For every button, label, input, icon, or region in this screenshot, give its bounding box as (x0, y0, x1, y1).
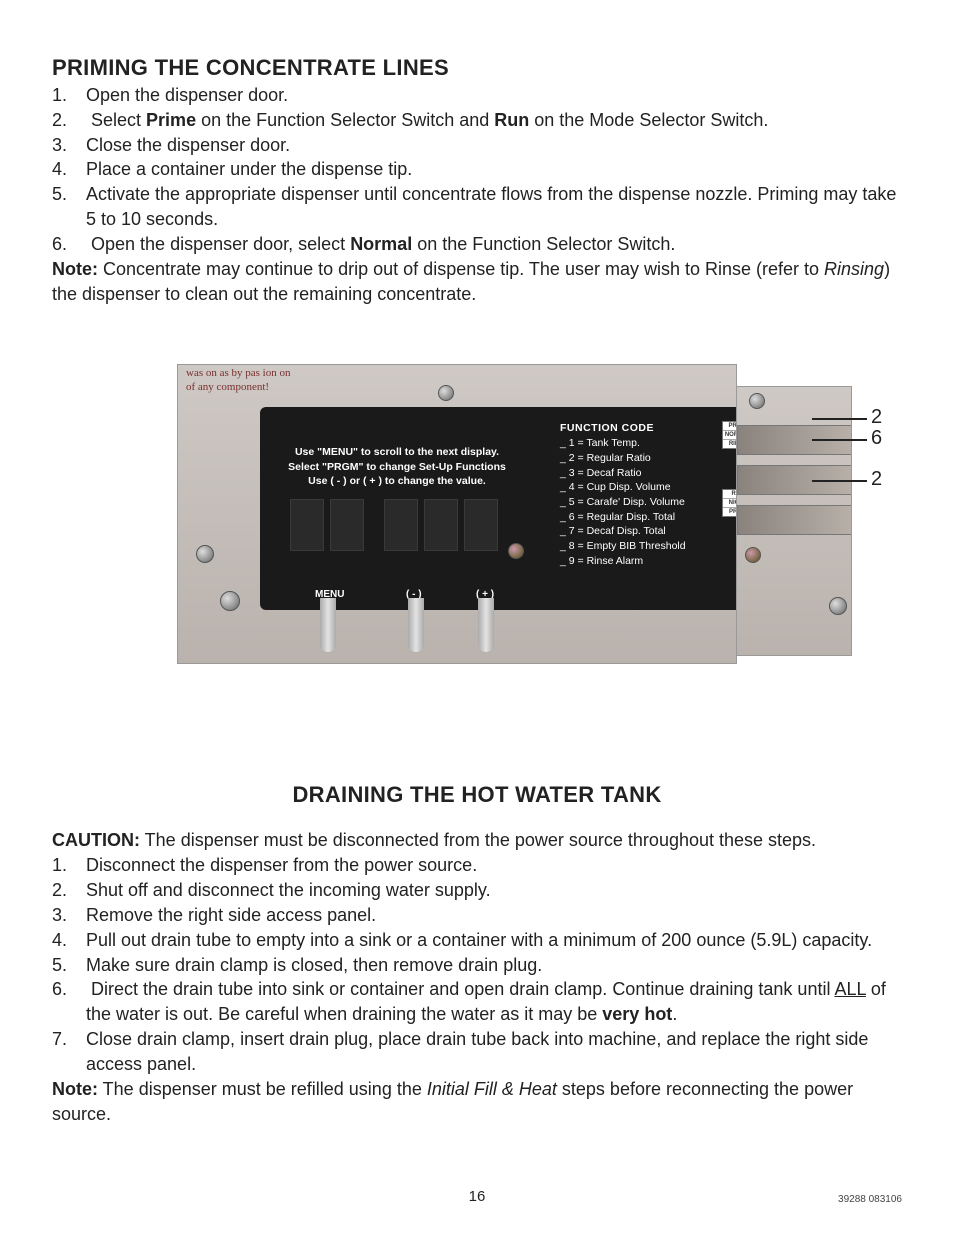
panel-segment (737, 505, 852, 535)
function-code-list: FUNCTION CODE _ 1 = Tank Temp. _ 2 = Reg… (560, 421, 686, 568)
button-stub (478, 598, 494, 652)
section1-note: Note: Concentrate may continue to drip o… (52, 257, 902, 307)
digit (290, 499, 324, 551)
text-bold: Prime (146, 110, 196, 130)
screw-icon (438, 385, 454, 401)
fcode-item: _ 6 = Regular Disp. Total (560, 510, 686, 525)
panel-instructions: Use "MENU" to scroll to the next display… (282, 445, 512, 488)
mode-selector-switch: RUN NIGHT PRGM (722, 489, 737, 517)
text: Direct the drain tube into sink or conta… (91, 979, 834, 999)
screw-icon (829, 597, 847, 615)
switch-pos: NORMAL (723, 431, 737, 440)
digit (424, 499, 458, 551)
text-bold: very hot (602, 1004, 672, 1024)
control-panel: Use "MENU" to scroll to the next display… (260, 407, 737, 610)
digit (464, 499, 498, 551)
switch-pos: NIGHT (723, 499, 737, 508)
partial-text: was on as by pas ion on (186, 367, 291, 379)
section2-title: DRAINING THE HOT WATER TANK (52, 782, 902, 808)
switch-pos: RINSE (723, 440, 737, 448)
fcode-item: _ 1 = Tank Temp. (560, 436, 686, 451)
s2-step-4: Pull out drain tube to empty into a sink… (52, 928, 902, 953)
s1-step-3: Close the dispenser door. (52, 133, 902, 158)
s1-step-5: Activate the appropriate dispenser until… (52, 182, 902, 232)
text-bold: Normal (350, 234, 412, 254)
fcode-item: _ 9 = Rinse Alarm (560, 554, 686, 569)
text-italic: Rinsing (824, 259, 884, 279)
caution-label: CAUTION: (52, 830, 140, 850)
doc-code: 39288 083106 (838, 1194, 902, 1205)
text: on the Mode Selector Switch. (529, 110, 768, 130)
s2-step-7: Close drain clamp, insert drain plug, pl… (52, 1027, 902, 1077)
callout-line (812, 480, 867, 482)
text: Concentrate may continue to drip out of … (98, 259, 824, 279)
fcode-item: _ 5 = Carafe' Disp. Volume (560, 495, 686, 510)
text: The dispenser must be disconnected from … (140, 830, 816, 850)
text: on the Function Selector Switch. (412, 234, 675, 254)
text: Open the dispenser door, select (91, 234, 350, 254)
s1-step-2: Select Prime on the Function Selector Sw… (52, 108, 902, 133)
section2-note: Note: The dispenser must be refilled usi… (52, 1077, 902, 1127)
seven-seg-display (290, 499, 498, 551)
screw-icon (220, 591, 240, 611)
callout-number: 6 (871, 427, 882, 450)
callout-line (812, 439, 867, 441)
digit (384, 499, 418, 551)
photo-left: was on as by pas ion on of any component… (177, 364, 737, 664)
note-label: Note: (52, 259, 98, 279)
s2-step-2: Shut off and disconnect the incoming wat… (52, 878, 902, 903)
text-italic: Initial Fill & Heat (427, 1079, 557, 1099)
switch-pos: PRGM (723, 508, 737, 516)
section1-title: PRIMING THE CONCENTRATE LINES (52, 55, 902, 81)
screw-icon (749, 393, 765, 409)
section1-list: Open the dispenser door. Select Prime on… (52, 83, 902, 257)
partial-text: of any component! (186, 381, 269, 393)
s2-step-1: Disconnect the dispenser from the power … (52, 853, 902, 878)
button-stub (408, 598, 424, 652)
s2-step-3: Remove the right side access panel. (52, 903, 902, 928)
fcode-item: _ 7 = Decaf Disp. Total (560, 524, 686, 539)
text-bold: Run (494, 110, 529, 130)
s1-step-4: Place a container under the dispense tip… (52, 157, 902, 182)
text: Select (91, 110, 146, 130)
switch-pos: RUN (723, 490, 737, 499)
s2-step-5: Make sure drain clamp is closed, then re… (52, 953, 902, 978)
fcode-item: _ 2 = Regular Ratio (560, 451, 686, 466)
s2-step-6: Direct the drain tube into sink or conta… (52, 977, 902, 1027)
photo-right (737, 386, 852, 656)
callout-line (812, 418, 867, 420)
fcode-item: _ 8 = Empty BIB Threshold (560, 539, 686, 554)
fcode-item: _ 4 = Cup Disp. Volume (560, 480, 686, 495)
fcode-title: FUNCTION CODE (560, 421, 686, 436)
section2-list: Disconnect the dispenser from the power … (52, 853, 902, 1076)
text-underline: ALL (834, 979, 865, 999)
screw-icon (745, 547, 761, 563)
text: . (672, 1004, 677, 1024)
text: Use "MENU" to scroll to the next display… (282, 445, 512, 459)
s1-step-1: Open the dispenser door. (52, 83, 902, 108)
digit (330, 499, 364, 551)
figure-container: was on as by pas ion on of any component… (52, 364, 902, 664)
s1-step-6: Open the dispenser door, select Normal o… (52, 232, 902, 257)
page-number: 16 (0, 1188, 954, 1205)
control-panel-figure: was on as by pas ion on of any component… (117, 364, 837, 664)
button-stub (320, 598, 336, 652)
note-label: Note: (52, 1079, 98, 1099)
callout-number: 2 (871, 406, 882, 429)
fcode-item: _ 3 = Decaf Ratio (560, 466, 686, 481)
switch-pos: PRIME (723, 422, 737, 431)
screw-icon (196, 545, 214, 563)
callout-number: 2 (871, 468, 882, 491)
screw-icon (508, 543, 524, 559)
text: The dispenser must be refilled using the (98, 1079, 427, 1099)
text: Use ( - ) or ( + ) to change the value. (282, 474, 512, 488)
text: Select "PRGM" to change Set-Up Functions (282, 460, 512, 474)
function-selector-switch: PRIME NORMAL RINSE (722, 421, 737, 449)
section2-caution: CAUTION: The dispenser must be disconnec… (52, 828, 902, 853)
text: on the Function Selector Switch and (196, 110, 494, 130)
